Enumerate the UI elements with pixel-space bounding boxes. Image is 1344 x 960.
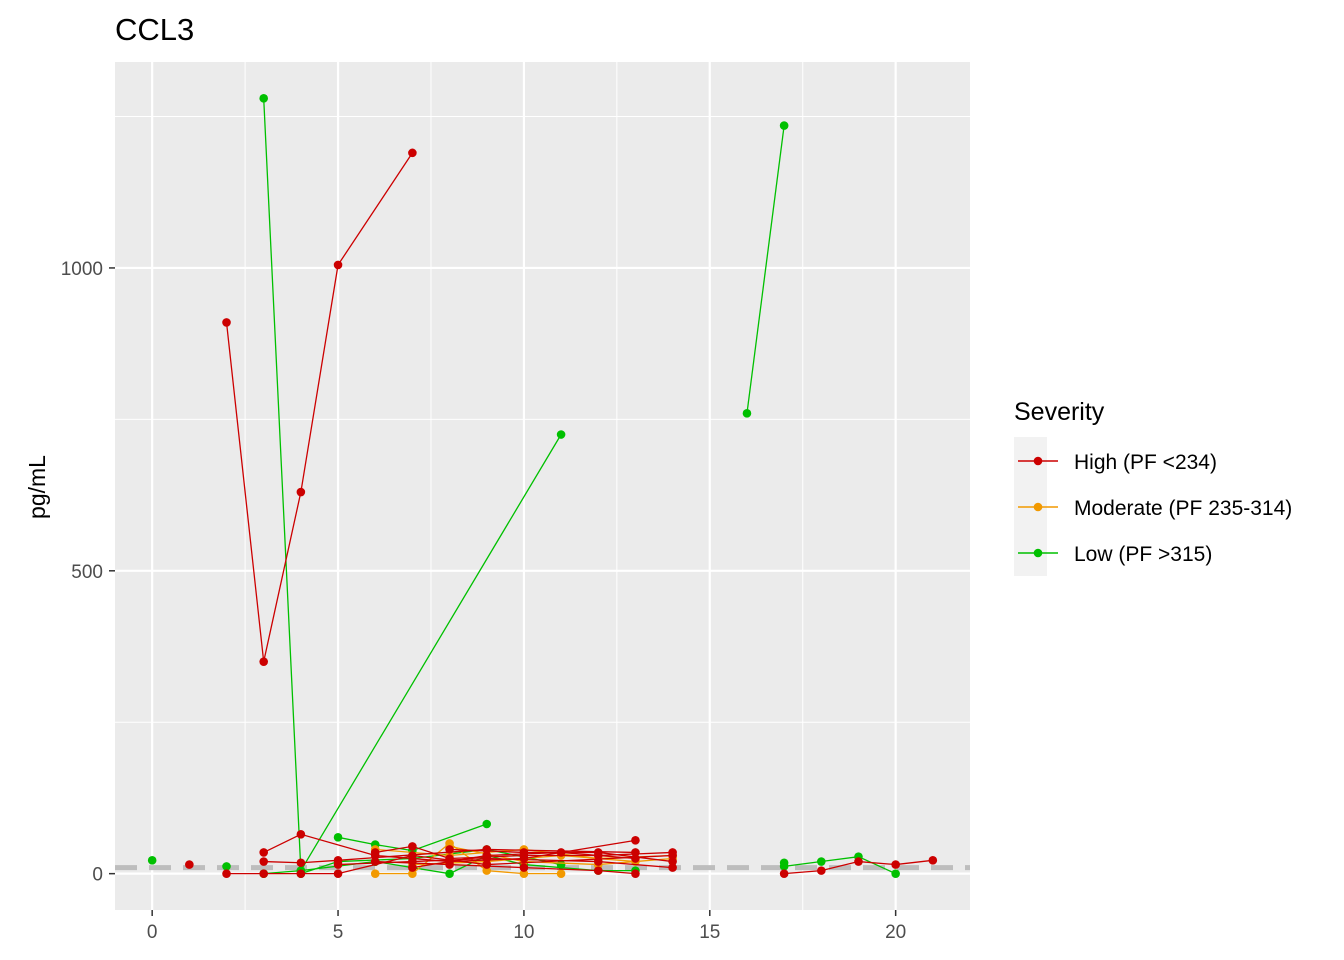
data-point <box>445 845 454 854</box>
data-point <box>445 869 454 878</box>
data-point <box>519 863 529 872</box>
data-point <box>259 869 268 878</box>
series-line <box>333 854 677 872</box>
series-line <box>222 851 677 878</box>
data-point <box>408 869 417 878</box>
data-point <box>668 857 677 866</box>
data-point <box>593 848 603 857</box>
legend-label: Low (PF >315) <box>1074 543 1212 566</box>
x-tick-label: 0 <box>147 922 158 943</box>
chart-title: CCL3 <box>115 12 194 47</box>
series-line <box>222 862 231 871</box>
data-point <box>817 857 826 866</box>
data-point <box>222 869 231 878</box>
data-point <box>259 848 268 857</box>
data-point <box>408 863 417 872</box>
data-point <box>147 856 157 865</box>
data-point <box>185 860 194 869</box>
data-point <box>333 869 343 878</box>
data-point <box>593 866 603 875</box>
data-point <box>296 829 306 839</box>
data-point <box>296 858 306 868</box>
data-point <box>408 851 417 860</box>
data-point <box>891 869 900 878</box>
data-point <box>259 857 268 866</box>
data-point <box>519 848 529 857</box>
x-axis: 0 5 10 15 20 <box>147 910 906 943</box>
data-point <box>370 857 380 866</box>
data-point <box>631 836 640 845</box>
y-axis: 0 500 1000 <box>61 259 115 886</box>
data-point <box>854 857 863 866</box>
data-point <box>891 860 900 869</box>
series-path <box>746 125 785 414</box>
legend-key-point <box>1033 502 1043 512</box>
data-point <box>333 833 343 842</box>
data-point <box>779 121 789 130</box>
data-point <box>408 857 417 866</box>
y-tick-label: 1000 <box>61 259 103 280</box>
data-point <box>631 854 640 863</box>
data-point <box>408 842 417 851</box>
data-point <box>556 869 566 878</box>
data-point <box>370 848 380 857</box>
data-point <box>519 869 529 878</box>
series-line <box>779 856 938 878</box>
series-line <box>185 860 194 869</box>
data-point <box>817 866 826 875</box>
series-line <box>370 839 566 878</box>
data-point <box>593 857 603 866</box>
data-point <box>668 848 677 857</box>
data-point <box>408 148 417 158</box>
data-point <box>296 869 306 878</box>
legend-key-point <box>1033 548 1043 558</box>
x-tick-label: 5 <box>333 922 344 943</box>
series-line <box>147 856 157 865</box>
series-line <box>445 845 677 866</box>
data-point <box>370 869 380 878</box>
x-tick-label: 10 <box>513 922 534 943</box>
x-tick-label: 15 <box>699 922 720 943</box>
data-point <box>631 869 640 878</box>
x-tick-label: 20 <box>885 922 906 943</box>
data-point <box>779 862 789 871</box>
legend-label: High (PF <234) <box>1074 451 1217 474</box>
data-point <box>259 94 268 103</box>
y-tick-label: 500 <box>71 562 103 583</box>
data-point <box>742 409 752 418</box>
legend-item: High (PF <234) <box>1018 451 1217 474</box>
data-point <box>222 862 231 871</box>
data-point <box>482 866 492 875</box>
series-path <box>449 848 673 863</box>
data-point <box>779 869 789 878</box>
y-axis-title: pg/mL <box>24 455 50 519</box>
data-point <box>482 819 492 829</box>
legend: Severity High (PF <234) Moderate (PF 235-… <box>1014 398 1292 576</box>
legend-key-point <box>1033 456 1043 466</box>
data-point <box>482 854 492 863</box>
legend-label: Moderate (PF 235-314) <box>1074 497 1292 520</box>
series-line <box>222 148 417 666</box>
data-point <box>296 487 306 497</box>
legend-item: Moderate (PF 235-314) <box>1018 497 1292 520</box>
data-point <box>259 657 268 666</box>
data-point <box>668 863 677 872</box>
plot-panel <box>115 62 970 910</box>
data-point <box>222 318 231 327</box>
data-point <box>333 260 343 270</box>
legend-item: Low (PF >315) <box>1018 543 1212 566</box>
legend-title: Severity <box>1014 398 1105 426</box>
data-point <box>928 856 938 865</box>
series-path <box>375 842 562 875</box>
series-line <box>742 121 789 418</box>
y-tick-label: 0 <box>92 865 103 886</box>
data-point <box>333 860 343 869</box>
data-point <box>556 430 566 439</box>
series-path <box>337 823 487 852</box>
series-layer <box>147 94 938 878</box>
